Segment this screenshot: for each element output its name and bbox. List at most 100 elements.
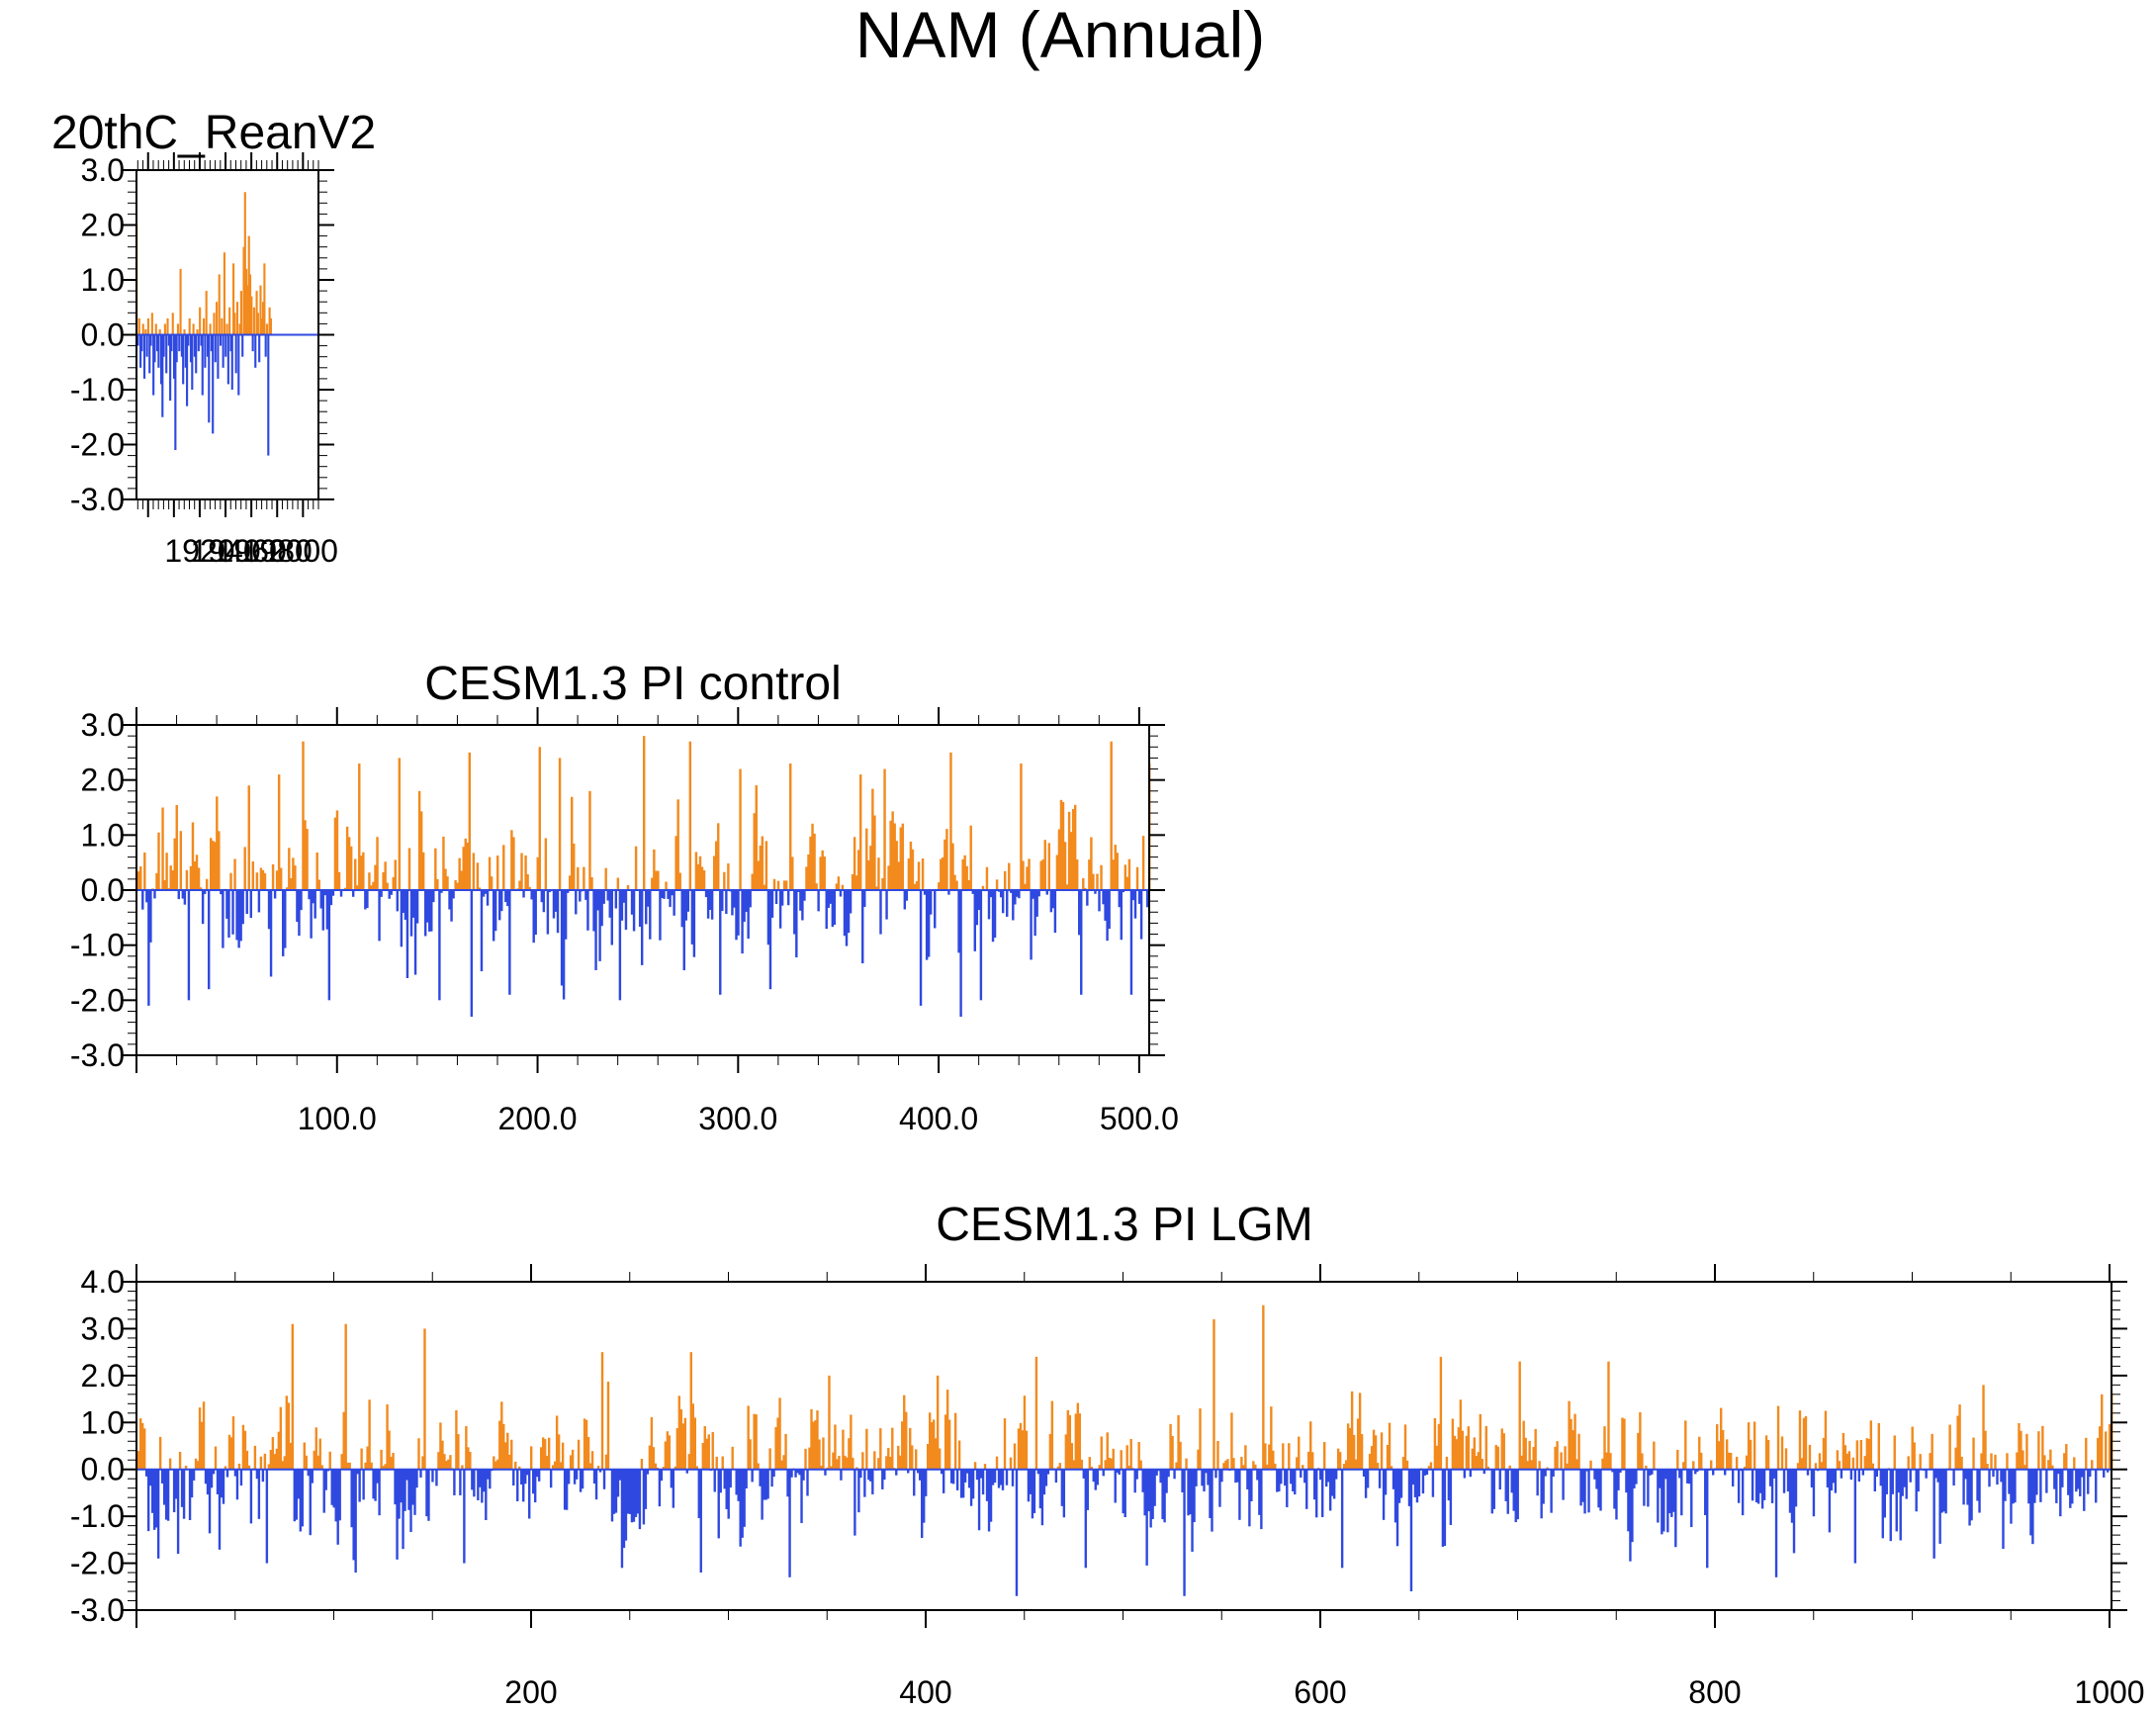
negative-bar <box>1694 1469 1697 1475</box>
positive-bar <box>137 1451 140 1470</box>
negative-bar <box>352 1469 355 1561</box>
positive-bar <box>1059 799 1063 890</box>
negative-bar <box>1552 1469 1555 1478</box>
negative-bar <box>2075 1469 2078 1492</box>
negative-bar <box>390 890 393 895</box>
positive-bar <box>140 1422 144 1470</box>
positive-bar <box>221 317 224 335</box>
negative-bar <box>1044 1469 1048 1486</box>
positive-bar <box>1958 1404 1961 1470</box>
negative-bar <box>225 334 227 357</box>
y-tick-label: -1.0 <box>70 1498 125 1534</box>
positive-bar <box>850 1414 853 1470</box>
negative-bar <box>201 334 204 396</box>
positive-bar <box>1980 1453 1983 1470</box>
panel-title: CESM1.3 PI LGM <box>936 1199 1312 1251</box>
positive-bar <box>844 1455 847 1470</box>
negative-bar <box>1155 1469 1158 1476</box>
negative-bar <box>649 890 652 940</box>
negative-bar <box>798 1469 801 1476</box>
negative-bar <box>1657 1469 1660 1523</box>
positive-bar <box>218 274 221 335</box>
negative-bar <box>640 890 644 965</box>
positive-bar <box>243 847 246 890</box>
negative-bar <box>774 890 778 904</box>
negative-bar <box>1038 1469 1042 1509</box>
negative-bar <box>733 890 736 908</box>
negative-bar <box>626 1469 630 1514</box>
positive-bar <box>1570 1418 1572 1470</box>
negative-bar <box>1760 1469 1764 1509</box>
positive-bar <box>1374 1435 1378 1470</box>
negative-bar <box>1395 1469 1399 1547</box>
positive-bar <box>1197 1449 1200 1470</box>
positive-bar <box>524 855 527 890</box>
positive-bar <box>995 1456 999 1470</box>
positive-bar <box>634 846 638 890</box>
positive-bar <box>271 1437 275 1470</box>
negative-bar <box>1382 1469 1386 1520</box>
positive-bar <box>784 880 788 890</box>
y-tick-label: 0.0 <box>81 872 125 908</box>
negative-bar <box>530 890 533 900</box>
negative-bar <box>749 890 752 908</box>
positive-bar <box>388 1430 391 1470</box>
negative-bar <box>1581 1469 1584 1502</box>
y-tick-label: -3.0 <box>70 482 125 517</box>
positive-bar <box>407 848 411 890</box>
negative-bar <box>186 334 189 406</box>
positive-bar <box>209 323 212 335</box>
negative-bar <box>325 890 329 930</box>
positive-bar <box>469 1452 472 1470</box>
negative-bar <box>222 1469 225 1504</box>
positive-bar <box>693 1417 696 1470</box>
positive-bar <box>229 1437 233 1470</box>
negative-bar <box>170 334 173 352</box>
negative-bar <box>532 890 535 944</box>
positive-bar <box>1100 1436 1103 1470</box>
positive-bar <box>1350 1391 1354 1470</box>
positive-bar <box>1240 1457 1243 1470</box>
positive-bar <box>1435 1445 1439 1470</box>
negative-bar <box>308 890 311 900</box>
positive-bar <box>901 1421 904 1470</box>
negative-bar <box>195 334 198 374</box>
negative-bar <box>249 1469 253 1524</box>
negative-bar <box>480 890 484 972</box>
negative-bar <box>786 1469 789 1497</box>
positive-bar <box>316 1455 319 1470</box>
positive-bar <box>927 1444 930 1470</box>
positive-bar <box>915 1449 918 1470</box>
positive-bar <box>1065 884 1069 890</box>
negative-bar <box>535 1469 539 1478</box>
negative-bar <box>1012 890 1015 921</box>
positive-bar <box>1024 883 1027 890</box>
negative-bar <box>1078 890 1081 936</box>
negative-bar <box>1141 1469 1144 1492</box>
positive-bar <box>588 790 591 890</box>
positive-bar <box>1698 1436 1701 1470</box>
positive-bar <box>590 1451 594 1470</box>
positive-bar <box>478 887 482 890</box>
positive-bar <box>1344 1460 1348 1470</box>
negative-bar <box>407 1469 410 1510</box>
negative-bar <box>741 1469 744 1538</box>
negative-bar <box>1393 1469 1397 1523</box>
positive-bar <box>1090 1466 1093 1470</box>
positive-bar <box>1013 1443 1017 1470</box>
negative-bar <box>741 890 744 954</box>
negative-bar <box>997 1469 1001 1488</box>
negative-bar <box>167 334 170 346</box>
positive-bar <box>1199 1408 1202 1470</box>
positive-bar <box>643 736 646 890</box>
positive-bar <box>1653 1441 1656 1470</box>
negative-bar <box>169 334 172 402</box>
negative-bar <box>824 1469 827 1476</box>
positive-bar <box>261 869 265 890</box>
negative-bar <box>1258 1469 1261 1515</box>
positive-bar <box>1913 1442 1916 1470</box>
positive-bar <box>648 1445 652 1470</box>
positive-bar <box>1575 1459 1578 1470</box>
positive-bar <box>328 1451 331 1470</box>
negative-bar <box>506 890 509 907</box>
